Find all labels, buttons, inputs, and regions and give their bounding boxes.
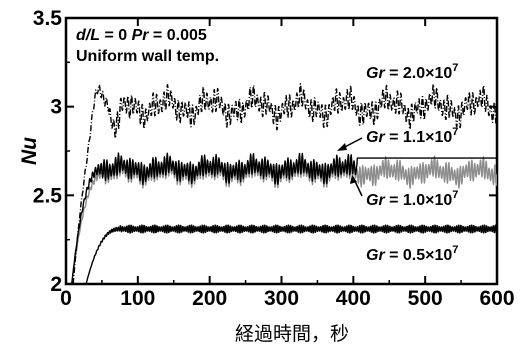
series-label-gr-exp: 7 — [452, 126, 458, 138]
x-axis-label: 経過時間，秒 — [235, 323, 349, 345]
leader-arrow-gr-1-1 — [337, 143, 347, 151]
y-tick-label: 2 — [50, 273, 62, 296]
series-label-gr-2-0: Gr = 2.0×107 — [366, 62, 458, 82]
series-label-gr-exp: 7 — [452, 189, 458, 201]
param-pr: Pr — [132, 27, 150, 44]
x-tick-label: 100 — [120, 287, 155, 310]
series-label-gr-var: Gr — [366, 129, 385, 146]
axis-ticks — [65, 17, 498, 285]
series-label-gr-value: = 2.0×10 — [385, 65, 453, 82]
y-tick-label: 2.5 — [33, 184, 63, 207]
series-label-gr-0-5: Gr = 0.5×107 — [366, 244, 458, 264]
series-label-gr-var: Gr — [366, 192, 385, 209]
param-pr-value: = 0.005 — [148, 27, 206, 44]
series-label-gr-var: Gr — [366, 65, 385, 82]
series-label-gr-value: = 1.0×10 — [385, 192, 453, 209]
series-label-gr-var: Gr — [366, 247, 385, 264]
leader-arrow-gr-1-0 — [350, 175, 357, 184]
series-line — [72, 83, 497, 284]
series-label-gr-value: = 0.5×10 — [385, 247, 453, 264]
param-dl-value: = 0 — [100, 27, 132, 44]
series-label-gr-1-1: Gr = 1.1×107 — [366, 126, 458, 146]
tick-labels: 0 100 200 300 400 500 600 2 2.5 3 3.5 — [33, 7, 515, 310]
series-line — [71, 155, 497, 284]
x-tick-label: 500 — [408, 287, 443, 310]
boundary-condition-annotation: Uniform wall temp. — [76, 48, 219, 65]
series-label-gr-value: = 1.1×10 — [385, 129, 453, 146]
x-tick-label: 200 — [192, 287, 227, 310]
params-annotation: d/L = 0 Pr = 0.005 — [76, 27, 207, 44]
param-dl: d/L — [76, 27, 100, 44]
series-layer — [71, 83, 497, 284]
x-tick-label: 0 — [60, 287, 72, 310]
y-axis-label: Nu — [18, 137, 41, 165]
x-tick-label: 400 — [336, 287, 371, 310]
x-tick-label: 600 — [479, 287, 514, 310]
series-label-gr-exp: 7 — [452, 62, 458, 74]
x-tick-label: 300 — [264, 287, 299, 310]
series-label-gr-exp: 7 — [452, 244, 458, 256]
y-tick-label: 3.5 — [33, 7, 63, 30]
series-line — [85, 224, 497, 284]
series-label-gr-1-0: Gr = 1.0×107 — [366, 189, 458, 209]
y-tick-label: 3 — [50, 96, 62, 119]
series-line — [71, 152, 497, 284]
